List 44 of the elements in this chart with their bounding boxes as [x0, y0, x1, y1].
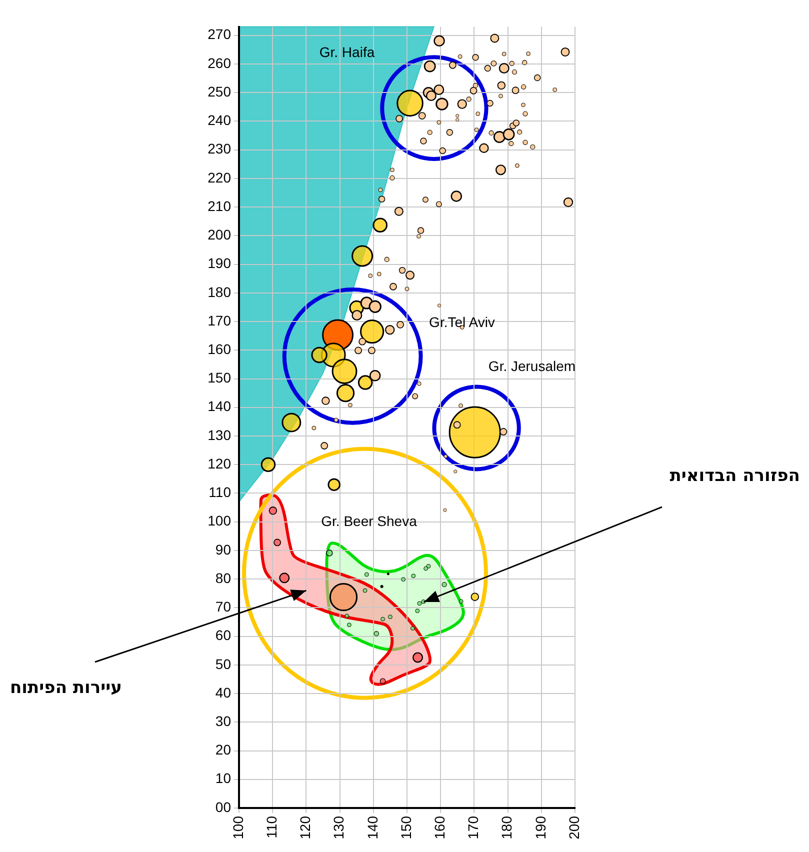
- annotation: Gr.Tel Aviv: [429, 314, 495, 330]
- y-tick-label: 10: [215, 770, 232, 786]
- y-tick-label: 00: [215, 798, 232, 815]
- y-tick-label: 120: [208, 455, 232, 472]
- y-tick-label: 200: [208, 226, 232, 243]
- x-tick-label: 130: [330, 816, 347, 840]
- y-tick-label: 20: [215, 742, 232, 758]
- y-tick-label: 60: [215, 627, 232, 644]
- y-tick-label: 240: [208, 112, 232, 128]
- x-tick-label: 200: [566, 816, 582, 840]
- annotation: Gr. Jerusalem: [488, 358, 576, 374]
- x-tick-label: 160: [431, 816, 448, 840]
- x-tick-label: 180: [498, 816, 515, 840]
- y-tick-label: 270: [208, 26, 232, 42]
- y-tick-label: 130: [208, 426, 232, 443]
- y-tick-label: 140: [208, 398, 232, 414]
- text: עיירות הפיתוח: [10, 678, 122, 698]
- y-tick-label: 260: [208, 54, 232, 71]
- y-tick-label: 50: [215, 656, 232, 672]
- y-tick-label: 70: [215, 598, 232, 615]
- y-tick-label: 80: [215, 570, 232, 586]
- annotation: Gr. Beer Sheva: [321, 513, 417, 529]
- text: הפזורה הבדואית: [670, 466, 800, 486]
- y-tick-label: 230: [208, 140, 232, 157]
- y-tick-label: 100: [208, 512, 232, 529]
- y-tick-label: 190: [208, 255, 232, 272]
- y-tick-label: 160: [208, 341, 232, 358]
- x-tick-label: 120: [297, 816, 314, 840]
- y-tick-label: 40: [215, 684, 232, 700]
- y-tick-label: 110: [208, 484, 232, 500]
- y-tick-label: 180: [208, 284, 232, 300]
- y-tick-label: 30: [215, 713, 232, 730]
- x-tick-label: 110: [263, 816, 280, 838]
- y-tick-label: 90: [215, 541, 232, 558]
- x-tick-label: 140: [364, 816, 380, 840]
- x-tick-label: 100: [230, 816, 246, 840]
- x-tick-label: 150: [398, 816, 414, 840]
- x-tick-label: 190: [532, 816, 548, 840]
- x-tick-label: 170: [465, 816, 482, 840]
- y-tick-label: 210: [208, 198, 232, 214]
- y-tick-label: 150: [208, 370, 232, 386]
- y-tick-label: 250: [208, 83, 232, 100]
- y-tick-label: 170: [208, 312, 232, 328]
- y-tick-label: 220: [208, 169, 232, 186]
